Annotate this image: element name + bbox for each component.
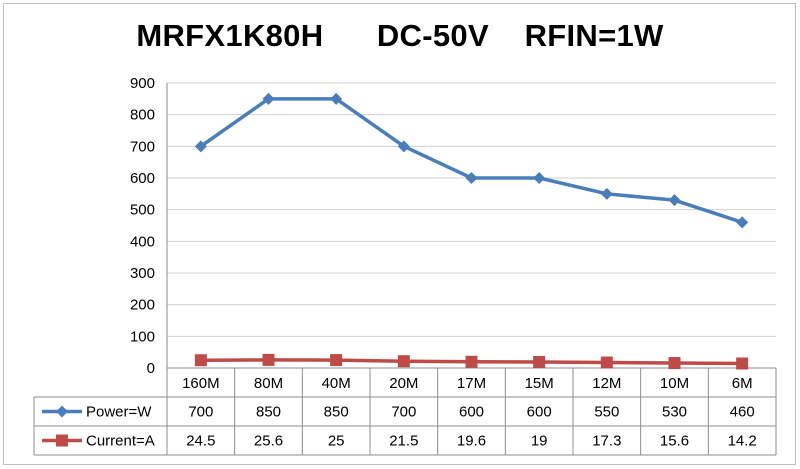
y-tick-label: 100 <box>130 328 155 345</box>
data-value-cell: 21.5 <box>389 433 418 450</box>
current-point <box>194 354 207 367</box>
x-category-label: 6M <box>732 375 753 392</box>
power-point <box>194 140 207 153</box>
current-point <box>330 354 343 367</box>
current-point <box>600 356 613 369</box>
y-tick-label: 200 <box>130 297 155 314</box>
x-category-label: 15M <box>525 375 554 392</box>
y-tick-label: 300 <box>130 265 155 282</box>
power-point <box>330 92 343 105</box>
current-point <box>262 353 275 366</box>
x-category-label: 40M <box>322 375 351 392</box>
chart-frame <box>3 3 796 465</box>
data-value-cell: 550 <box>594 404 619 421</box>
series-line-power <box>199 97 743 224</box>
data-value-cell: 850 <box>324 404 349 421</box>
data-value-cell: 17.3 <box>592 433 621 450</box>
current-point <box>533 355 546 368</box>
current-point <box>397 355 410 368</box>
power-point <box>533 172 546 184</box>
data-value-cell: 25 <box>328 433 345 450</box>
data-value-cell: 700 <box>391 404 416 421</box>
y-tick-label: 700 <box>130 138 155 155</box>
data-value-cell: 24.5 <box>186 433 215 450</box>
data-value-cell: 600 <box>527 404 552 421</box>
y-tick-label: 800 <box>130 107 155 124</box>
y-tick-label: 400 <box>130 233 155 250</box>
data-value-cell: 700 <box>188 404 213 421</box>
x-category-label: 12M <box>592 375 621 392</box>
power-point <box>465 172 478 184</box>
chart-title: MRFX1K80H DC-50V RFIN=1W <box>136 18 664 53</box>
y-tick-label: 500 <box>130 202 155 219</box>
data-value-cell: 14.2 <box>728 433 757 450</box>
x-category-label: 80M <box>254 375 283 392</box>
data-value-cell: 19.6 <box>457 433 486 450</box>
y-tick-label: 900 <box>130 75 155 92</box>
x-category-label: 20M <box>389 375 418 392</box>
current-point <box>736 357 749 370</box>
x-category-label: 160M <box>182 375 220 392</box>
series-name: Power=W <box>86 404 152 421</box>
data-value-cell: 600 <box>459 404 484 421</box>
x-category-label: 10M <box>660 375 689 392</box>
power-point <box>668 194 681 207</box>
y-tick-label: 0 <box>147 360 155 377</box>
data-value-cell: 460 <box>730 404 755 421</box>
legend-square-marker <box>56 434 68 447</box>
power-point <box>736 216 749 229</box>
power-point <box>262 92 275 105</box>
data-value-cell: 25.6 <box>254 433 283 450</box>
x-category-label: 17M <box>457 375 486 392</box>
data-value-cell: 530 <box>662 404 687 421</box>
y-tick-label: 600 <box>130 170 155 187</box>
series-name: Current=A <box>86 433 155 450</box>
legend-diamond-marker <box>56 405 68 418</box>
data-value-cell: 15.6 <box>660 433 689 450</box>
power-point <box>600 187 613 200</box>
data-value-cell: 850 <box>256 404 281 421</box>
data-value-cell: 19 <box>531 433 548 450</box>
current-point <box>668 357 681 370</box>
power-point <box>397 140 410 153</box>
current-point <box>465 355 478 368</box>
